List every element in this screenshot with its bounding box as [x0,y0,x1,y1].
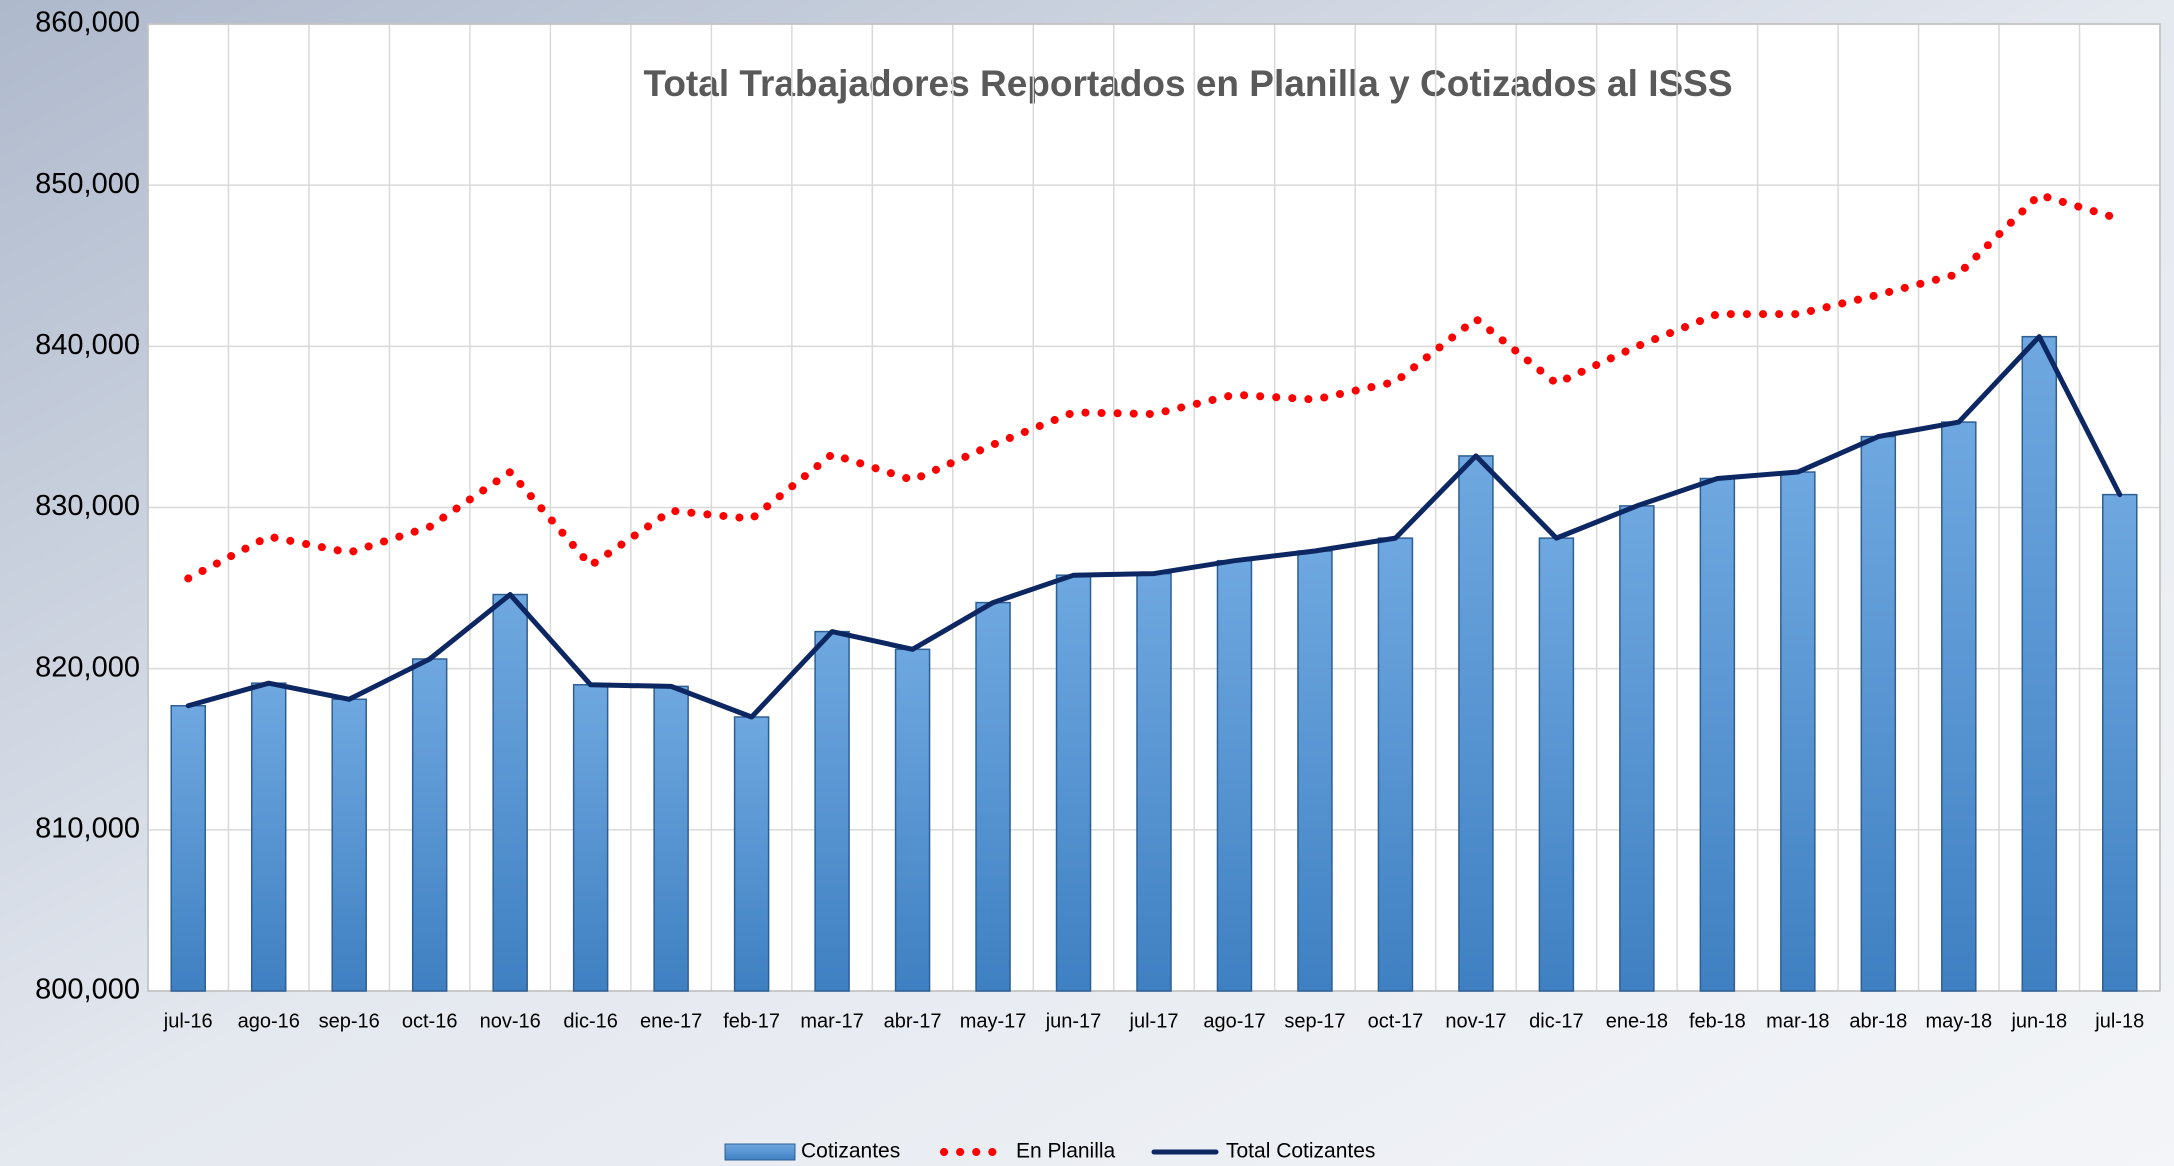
legend-swatch [724,1143,796,1161]
bar [814,630,850,992]
x-tick-label: mar-17 [800,1010,863,1032]
x-tick-label: feb-18 [1689,1010,1746,1032]
bar [1860,435,1897,992]
bar [331,698,367,992]
y-tick-label: 810,000 [35,812,140,844]
y-tick-label: 850,000 [35,168,140,200]
x-tick-label: nov-16 [480,1010,541,1032]
bar [492,593,528,992]
x-tick-label: ene-17 [640,1010,702,1032]
bar [1941,421,1977,992]
bar [2021,335,2058,992]
bar [411,658,448,992]
x-tick-label: ago-17 [1203,1010,1265,1032]
y-tick-label: 860,000 [35,7,140,39]
x-tick-label: may-18 [1925,1010,1992,1032]
bar [1216,559,1253,992]
x-tick-label: may-17 [960,1010,1027,1032]
x-tick-label: jun-18 [2010,1010,2067,1032]
x-tick-label: dic-17 [1529,1010,1583,1032]
x-tick-label: jun-17 [1045,1010,1102,1032]
x-tick-label: abr-17 [884,1010,942,1032]
legend-label: Total Cotizantes [1226,1140,1375,1163]
x-tick-label: oct-16 [402,1010,458,1032]
legend-label: En Planilla [1016,1140,1116,1163]
x-tick-label: jul-16 [163,1010,213,1032]
bar [1458,455,1494,992]
bar [250,682,287,992]
bar [1699,477,1736,992]
x-tick-label: abr-18 [1849,1010,1907,1032]
x-tick-label: mar-18 [1766,1010,1829,1032]
x-tick-label: sep-16 [319,1010,380,1032]
x-tick-label: feb-17 [723,1010,780,1032]
chart-title: Total Trabajadores Reportados en Planill… [643,63,1732,104]
x-tick-label: ago-16 [238,1010,300,1032]
bar [653,685,689,992]
bar [170,704,206,992]
y-tick-label: 830,000 [35,490,140,522]
bar [1055,574,1092,992]
y-tick-label: 840,000 [35,329,140,361]
line [185,334,2123,720]
x-tick-label: ene-18 [1606,1010,1668,1032]
y-tick-label: 800,000 [35,974,140,1006]
bar [894,648,931,992]
x-tick-label: dic-16 [563,1010,617,1032]
x-tick-label: jul-17 [1129,1010,1179,1032]
y-tick-label: 820,000 [35,651,140,683]
x-tick-label: oct-17 [1368,1010,1424,1032]
x-tick-label: sep-17 [1284,1010,1345,1032]
bar [572,684,609,992]
legend-label: Cotizantes [801,1140,900,1163]
x-tick-label: nov-17 [1445,1010,1506,1032]
bar [1297,550,1333,992]
bar [1538,537,1575,992]
bar [1780,471,1816,992]
bar [1136,572,1172,992]
bar [1619,505,1655,992]
bar [733,716,770,992]
line [184,190,2124,583]
x-tick-label: jul-18 [2094,1010,2144,1032]
bar [2102,493,2138,992]
bar [975,601,1011,992]
bar [1377,537,1414,992]
